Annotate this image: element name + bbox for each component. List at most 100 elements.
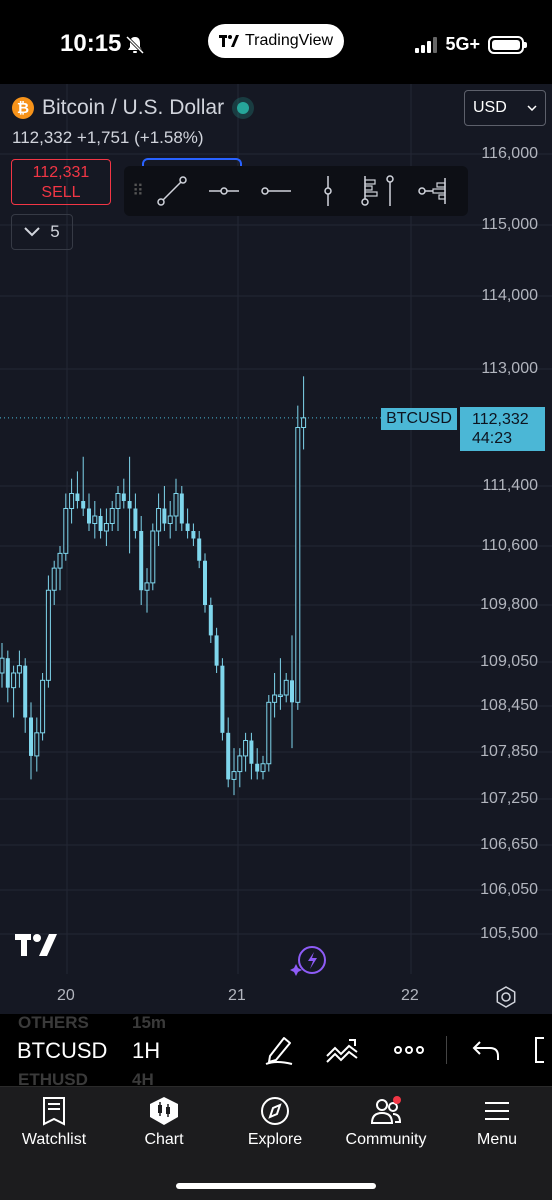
tradingview-pill[interactable]: TradingView: [208, 24, 344, 58]
price-tick-label: 107,850: [480, 743, 538, 760]
price-change: 112,332 +1,751 (+1.58%): [12, 128, 204, 147]
candle[interactable]: [51, 560, 57, 605]
chart-area[interactable]: 116,000 115,000 114,000 113,000 111,400 110,6…: [0, 84, 552, 1014]
candle[interactable]: [40, 673, 46, 741]
vertical-line-icon: [324, 176, 332, 206]
fixed-range-volume-tool[interactable]: [406, 171, 458, 211]
price-chart[interactable]: [0, 84, 552, 1014]
candle[interactable]: [255, 748, 260, 780]
candle[interactable]: [150, 523, 156, 591]
horizontal-ray-tool[interactable]: [250, 171, 302, 211]
candle[interactable]: [277, 658, 283, 710]
fullscreen-icon[interactable]: [532, 1034, 552, 1066]
candle[interactable]: [139, 516, 144, 605]
candle[interactable]: [301, 376, 307, 450]
candle[interactable]: [231, 748, 237, 796]
candle[interactable]: [103, 508, 109, 547]
horizontal-line-tool[interactable]: [198, 171, 250, 211]
candle[interactable]: [260, 755, 266, 780]
candle[interactable]: [173, 478, 179, 531]
tab-menu[interactable]: Menu: [474, 1095, 520, 1149]
ai-assistant-icon[interactable]: [290, 944, 328, 976]
fib-tool[interactable]: [354, 171, 406, 211]
candle[interactable]: [92, 501, 98, 539]
candle[interactable]: [34, 717, 40, 772]
tab-label: Menu: [476, 1131, 518, 1148]
candle[interactable]: [179, 486, 184, 531]
candle[interactable]: [191, 523, 196, 547]
pen-drawing-icon[interactable]: [262, 1034, 296, 1066]
candle[interactable]: [266, 695, 272, 772]
candle[interactable]: [0, 643, 5, 688]
network-label: 5G+: [445, 34, 480, 54]
candle[interactable]: [272, 673, 278, 718]
candle[interactable]: [11, 665, 17, 718]
candle[interactable]: [16, 650, 22, 688]
toolbar-divider: [446, 1036, 447, 1064]
drawing-toolbar[interactable]: ⠿: [124, 166, 468, 216]
chart-settings-icon[interactable]: [495, 986, 517, 1008]
candle[interactable]: [115, 486, 121, 531]
candle[interactable]: [144, 568, 150, 613]
next-interval[interactable]: 4H: [132, 1070, 154, 1086]
candle[interactable]: [197, 531, 202, 569]
prev-interval[interactable]: 15m: [132, 1014, 167, 1032]
candle[interactable]: [208, 597, 213, 643]
candle[interactable]: [220, 658, 225, 741]
candle[interactable]: [121, 478, 126, 509]
candle[interactable]: [283, 673, 289, 703]
candle[interactable]: [23, 658, 28, 733]
sell-button[interactable]: 112,331 SELL: [11, 159, 111, 205]
candle[interactable]: [214, 627, 219, 673]
candle[interactable]: [203, 553, 207, 613]
symbol-selector[interactable]: BTCUSD: [17, 1038, 108, 1063]
candle[interactable]: [109, 501, 115, 531]
symbol-header[interactable]: ₿ Bitcoin / U.S. Dollar: [12, 96, 255, 120]
drag-handle-icon[interactable]: ⠿: [132, 183, 144, 200]
tab-explore[interactable]: Explore: [240, 1095, 310, 1149]
candle[interactable]: [87, 493, 91, 532]
last-price: 112,332: [472, 411, 529, 428]
candle[interactable]: [127, 456, 132, 554]
price-tick-label: 107,250: [480, 790, 538, 807]
candle[interactable]: [63, 493, 69, 561]
candle[interactable]: [249, 732, 254, 780]
interval-selector[interactable]: 1H: [132, 1038, 161, 1063]
next-symbol[interactable]: ETHUSD: [18, 1070, 88, 1086]
fixed-range-volume-icon: [418, 178, 446, 204]
symbol-title: Bitcoin / U.S. Dollar: [42, 96, 225, 119]
candle[interactable]: [81, 456, 86, 516]
time-tick-label: 21: [228, 987, 246, 1004]
candle[interactable]: [5, 650, 10, 703]
candle[interactable]: [162, 486, 167, 531]
tab-watchlist[interactable]: Watchlist: [18, 1095, 90, 1149]
vertical-line-tool[interactable]: [302, 171, 354, 211]
prev-symbol[interactable]: OTHERS: [18, 1014, 89, 1032]
candle[interactable]: [57, 546, 63, 591]
candle[interactable]: [45, 575, 51, 688]
candle[interactable]: [185, 508, 190, 539]
candle[interactable]: [295, 405, 301, 710]
candle[interactable]: [237, 748, 243, 788]
candle[interactable]: [167, 501, 173, 539]
candle[interactable]: [98, 508, 103, 539]
tab-chart[interactable]: Chart: [131, 1095, 197, 1149]
candle[interactable]: [69, 478, 75, 524]
currency-select[interactable]: USD: [464, 90, 546, 126]
trend-line-tool[interactable]: [146, 171, 198, 211]
indicators-collapse-button[interactable]: 5: [11, 214, 73, 250]
indicators-icon[interactable]: [325, 1034, 359, 1066]
candle[interactable]: [290, 635, 294, 749]
undo-icon[interactable]: [470, 1034, 504, 1066]
candle[interactable]: [243, 732, 249, 772]
candle[interactable]: [75, 471, 80, 509]
tab-community[interactable]: Community: [340, 1095, 432, 1149]
candle[interactable]: [156, 493, 162, 547]
candle[interactable]: [29, 702, 33, 780]
more-icon[interactable]: [392, 1034, 426, 1066]
candle[interactable]: [133, 493, 138, 539]
price-tick-label: 109,800: [480, 596, 538, 613]
candle[interactable]: [226, 717, 231, 788]
time-tick-label: 22: [401, 987, 419, 1004]
symbol-bar[interactable]: OTHERS 15m BTCUSD 1H ETHUSD 4H: [0, 1014, 552, 1086]
